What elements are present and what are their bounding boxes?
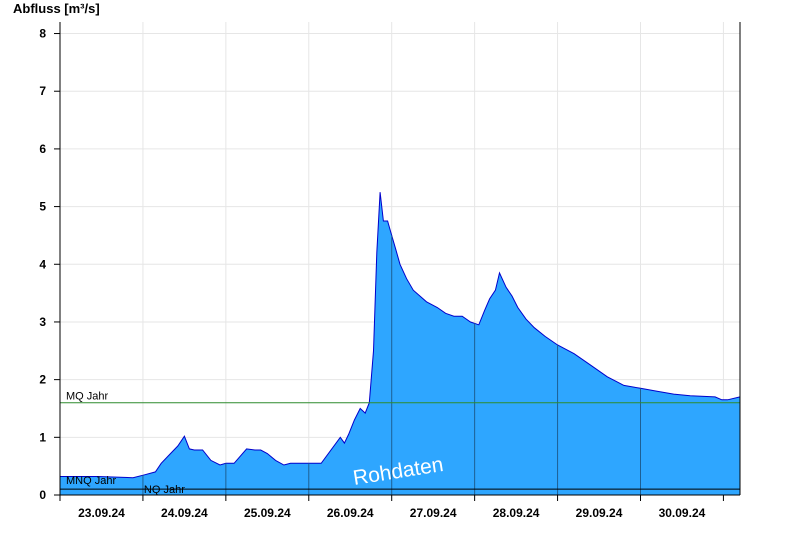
nq-label: NQ Jahr [144, 484, 185, 496]
mq-label: MQ Jahr [66, 391, 109, 403]
x-tick-label: 23.09.24 [78, 506, 125, 520]
x-tick-label: 29.09.24 [576, 506, 623, 520]
y-tick-label: 5 [39, 200, 46, 214]
y-tick-label: 4 [39, 257, 46, 271]
x-tick-label: 25.09.24 [244, 506, 291, 520]
axes: 0 1 2 3 4 5 6 7 8 23.09.24 24.09.24 25.09.24 26.09.2… [39, 22, 741, 520]
y-tick-label: 2 [39, 373, 46, 387]
x-tick-label: 26.09.24 [327, 506, 374, 520]
y-tick-label: 1 [39, 430, 46, 444]
y-axis-label: Abfluss [m³/s] [13, 1, 100, 16]
x-tick-label: 28.09.24 [493, 506, 540, 520]
y-tick-label: 6 [39, 142, 46, 156]
discharge-area [60, 192, 740, 495]
day-dividers [142, 235, 641, 495]
x-tick-label: 24.09.24 [161, 506, 208, 520]
reference-lines: MQ Jahr MNQ Jahr NQ Jahr [60, 391, 740, 496]
y-tick-label: 3 [39, 315, 46, 329]
discharge-line [60, 192, 741, 479]
x-tick-label: 27.09.24 [410, 506, 457, 520]
y-tick-label: 0 [39, 488, 46, 502]
y-tick-label: 7 [39, 84, 46, 98]
y-tick-label: 8 [39, 27, 46, 41]
x-tick-label: 30.09.24 [659, 506, 706, 520]
area-layer [60, 192, 741, 495]
mnq-label: MNQ Jahr [66, 475, 116, 487]
